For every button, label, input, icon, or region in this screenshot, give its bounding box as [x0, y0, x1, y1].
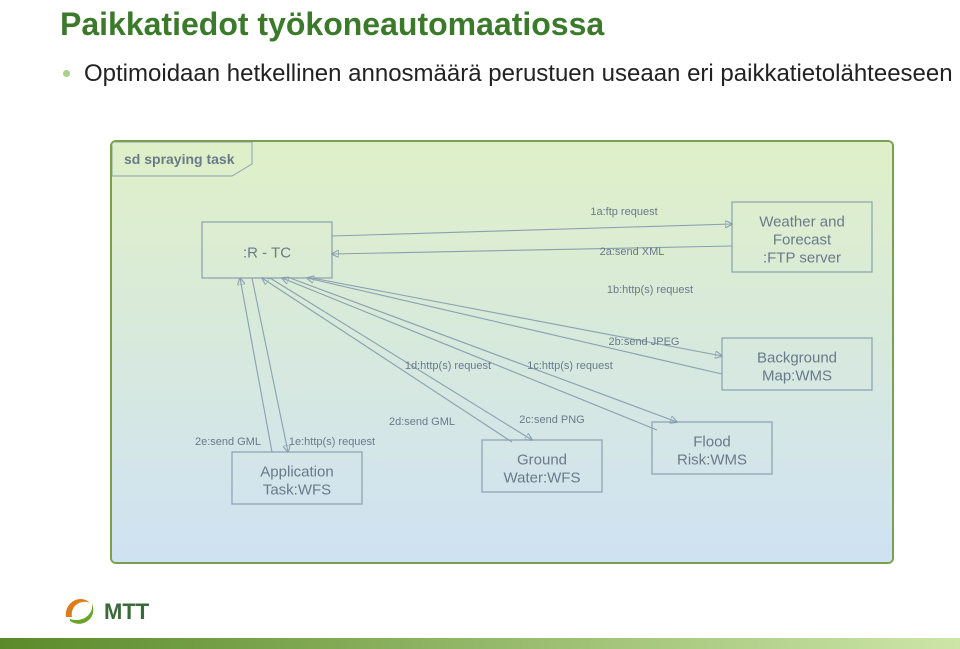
bullet-text: Optimoidaan hetkellinen annosmäärä perus… — [84, 60, 953, 87]
diagram-svg: sd spraying task 1a:ftp request 2a:send XM… — [112, 142, 892, 562]
edge-label: 2a:send XML — [600, 246, 665, 258]
node-label: Background — [757, 350, 837, 367]
node-label: Water:WFS — [504, 470, 581, 487]
footer-bar — [0, 637, 960, 649]
edge-label: 1c:http(s) request — [527, 360, 613, 372]
node-label: Weather and — [759, 214, 845, 231]
node-label: Task:WFS — [263, 482, 331, 499]
diagram-frame: sd spraying task 1a:ftp request 2a:send XM… — [110, 140, 894, 564]
edge-label: 1d:http(s) request — [405, 360, 491, 372]
bullet-item: Optimoidaan hetkellinen annosmäärä perus… — [84, 60, 953, 88]
node-label: :R - TC — [243, 245, 291, 262]
node-label: Application — [260, 464, 333, 481]
mtt-logo-svg: MTT — [60, 589, 160, 629]
node-label: Map:WMS — [762, 368, 832, 385]
mtt-logo: MTT — [60, 589, 160, 629]
node-label: Ground — [517, 452, 567, 469]
edge-label: 2e:send GML — [195, 436, 261, 448]
page-title: Paikkatiedot työkoneautomaatiossa — [60, 6, 604, 43]
page-title-text: Paikkatiedot työkoneautomaatiossa — [60, 6, 604, 42]
frame-label: sd spraying task — [124, 151, 235, 167]
node-label: Risk:WMS — [677, 452, 747, 469]
edge-label: 2c:send PNG — [519, 414, 584, 426]
edge-label: 2b:send JPEG — [609, 336, 680, 348]
node-label: :FTP server — [763, 250, 841, 267]
bullet-list: Optimoidaan hetkellinen annosmäärä perus… — [60, 60, 953, 88]
footer-rect — [0, 638, 960, 649]
footer-bar-svg — [0, 638, 960, 649]
logo-swirl-orange — [66, 599, 90, 617]
edge-label: 1b:http(s) request — [607, 284, 693, 296]
edge-label: 1e:http(s) request — [289, 436, 375, 448]
edge-label: 2d:send GML — [389, 416, 455, 428]
node-label: Flood — [693, 434, 731, 451]
logo-text: MTT — [104, 599, 150, 624]
edge-label: 1a:ftp request — [590, 206, 657, 218]
node-label: Forecast — [773, 232, 832, 249]
